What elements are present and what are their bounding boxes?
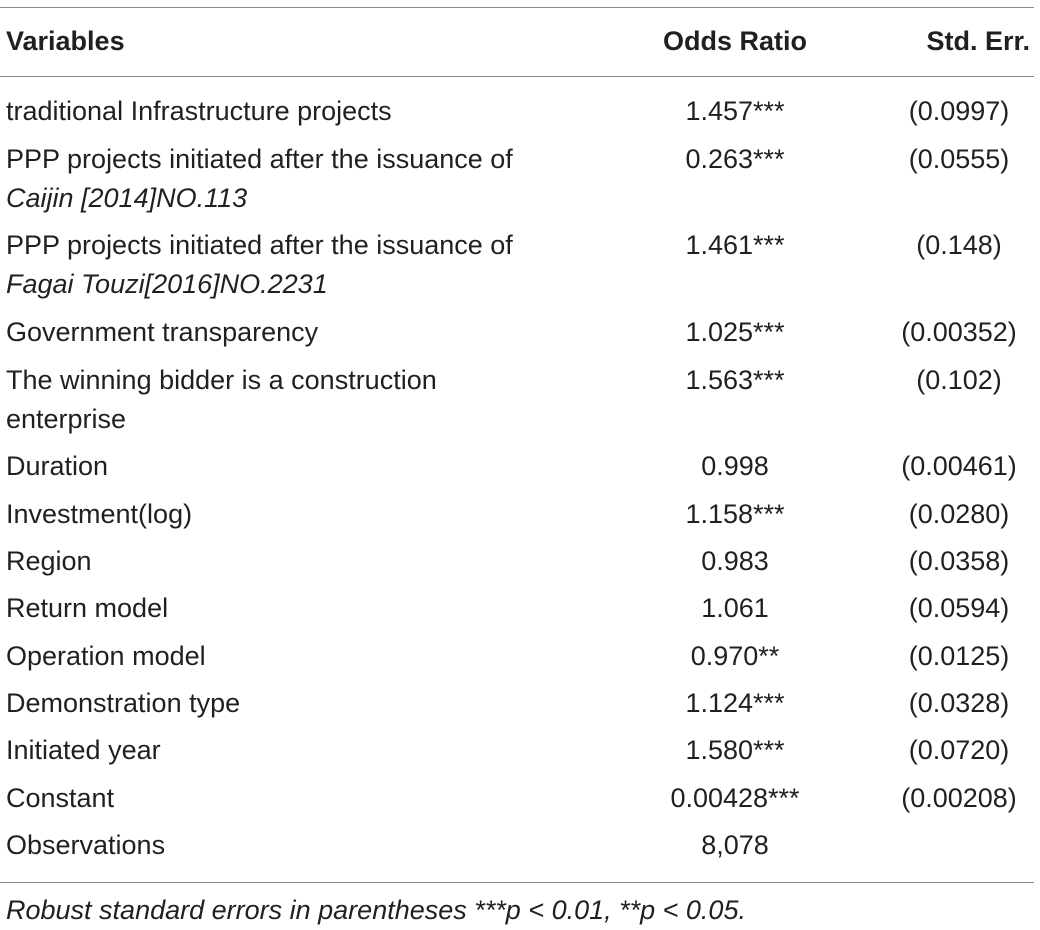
- row-std-err: (0.00352): [901, 317, 1017, 347]
- header-std-err: Std. Err.: [926, 26, 1030, 56]
- row-variable: Initiated year: [6, 735, 161, 765]
- row-variable: PPP projects initiated after the issuanc…: [6, 230, 513, 260]
- row-std-err: (0.102): [916, 365, 1002, 395]
- table-bottom-rule: [0, 882, 1034, 883]
- table-header-rule: [0, 76, 1034, 77]
- row-variable: Investment(log): [6, 499, 193, 529]
- row-odds-ratio: 1.461***: [685, 230, 785, 260]
- row-odds-ratio: 1.580***: [685, 735, 785, 765]
- row-std-err: (0.00461): [901, 451, 1017, 481]
- row-odds-ratio: 0.983: [701, 546, 769, 576]
- row-odds-ratio: 1.158***: [685, 499, 785, 529]
- row-odds-ratio: 1.025***: [685, 317, 785, 347]
- row-std-err: (0.0328): [908, 688, 1010, 718]
- row-variable: Return model: [6, 593, 169, 623]
- row-odds-ratio: 1.457***: [685, 96, 785, 126]
- row-odds-ratio: 8,078: [701, 830, 769, 860]
- row-odds-ratio: 1.124***: [685, 688, 785, 718]
- row-variable: Operation model: [6, 641, 206, 671]
- row-variable-italic: Fagai Touzi[2016]NO.2231: [6, 269, 328, 299]
- row-variable-italic: Caijin [2014]NO.113: [6, 183, 248, 213]
- row-variable: Government transparency: [6, 317, 319, 347]
- row-variable: Duration: [6, 451, 109, 481]
- row-variable: Constant: [6, 783, 115, 813]
- row-odds-ratio: 1.061: [701, 593, 769, 623]
- header-variables: Variables: [6, 26, 125, 56]
- header-odds-ratio: Odds Ratio: [662, 26, 807, 56]
- row-std-err: (0.0594): [908, 593, 1010, 623]
- row-variable: traditional Infrastructure projects: [6, 96, 392, 126]
- row-variable: Region: [6, 546, 92, 576]
- row-odds-ratio: 0.998: [701, 451, 769, 481]
- row-std-err: (0.00208): [901, 783, 1017, 813]
- row-odds-ratio: 1.563***: [685, 365, 785, 395]
- table-footnote: Robust standard errors in parentheses **…: [6, 895, 746, 925]
- table-top-rule: [0, 7, 1034, 8]
- row-std-err: (0.0555): [908, 144, 1010, 174]
- row-odds-ratio: 0.970**: [690, 641, 780, 671]
- row-std-err: (0.0125): [908, 641, 1010, 671]
- row-odds-ratio: 0.263***: [685, 144, 785, 174]
- row-variable: Demonstration type: [6, 688, 241, 718]
- row-std-err: (0.0720): [908, 735, 1010, 765]
- row-variable-cell: PPP projects initiated after the issuanc…: [6, 226, 566, 304]
- row-std-err: (0.148): [916, 230, 1002, 260]
- row-std-err: (0.0358): [908, 546, 1010, 576]
- row-std-err: (0.0280): [908, 499, 1010, 529]
- row-variable: Observations: [6, 830, 166, 860]
- row-odds-ratio: 0.00428***: [670, 783, 800, 813]
- row-std-err: (0.0997): [908, 96, 1010, 126]
- row-variable-cell: PPP projects initiated after the issuanc…: [6, 140, 566, 218]
- row-variable: The winning bidder is a construction ent…: [6, 365, 437, 434]
- row-variable: PPP projects initiated after the issuanc…: [6, 144, 513, 174]
